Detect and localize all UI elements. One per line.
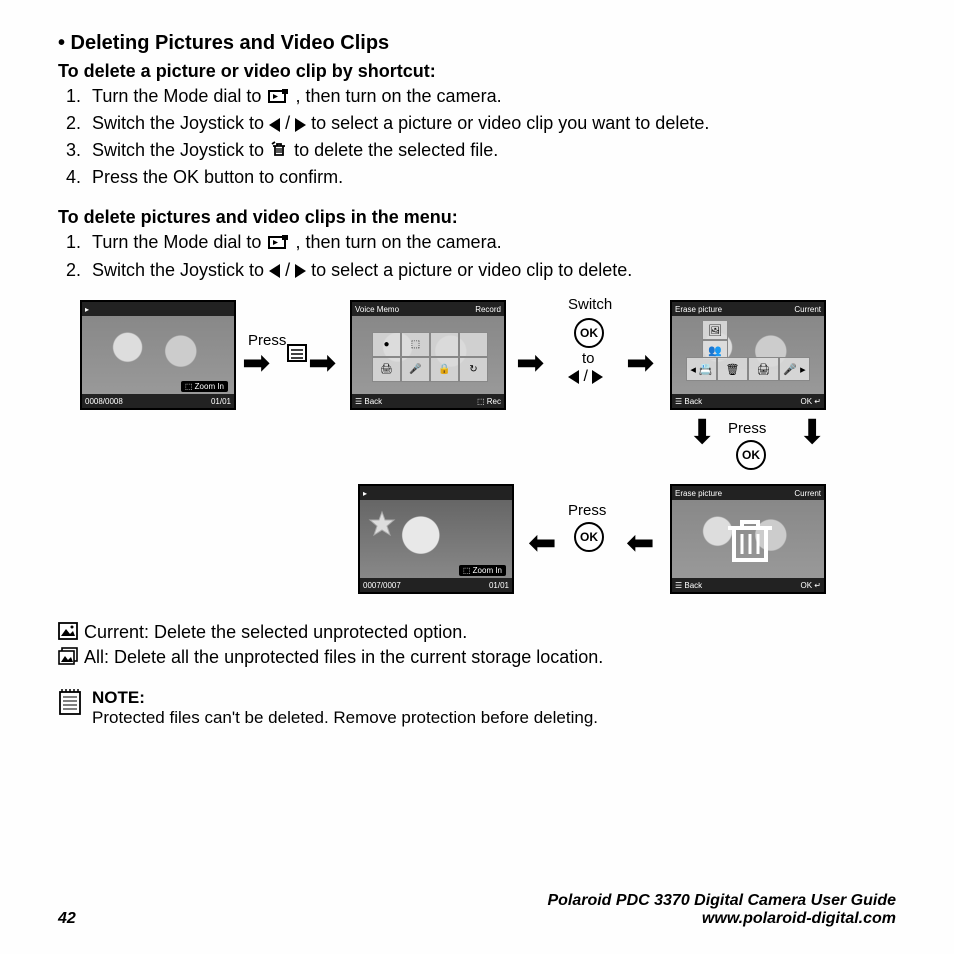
step-text: Turn the Mode dial to bbox=[92, 86, 266, 106]
right-arrow-icon bbox=[295, 264, 306, 278]
legend-current: Current: Delete the selected unprotected… bbox=[84, 622, 467, 643]
step-text: Switch the Joystick to bbox=[92, 140, 269, 160]
switch-label: Switch bbox=[568, 296, 612, 313]
screen-4: Erase pictureCurrent ☰ BackOK ↵ bbox=[670, 484, 826, 594]
ok-button-icon: OK bbox=[574, 522, 604, 552]
step-text: / bbox=[285, 113, 295, 133]
arrow-down-icon: ➡ bbox=[685, 417, 719, 446]
lr-arrows: / bbox=[568, 368, 603, 386]
footer-url: www.polaroid-digital.com bbox=[547, 910, 896, 928]
step-text: Switch the Joystick to bbox=[92, 260, 269, 280]
subheading-shortcut: To delete a picture or video clip by sho… bbox=[58, 61, 896, 82]
step-text: Switch the Joystick to bbox=[92, 113, 269, 133]
big-trash-icon bbox=[720, 516, 780, 566]
screen-3: Erase pictureCurrent 🖼👥 ◂ 📇🗑🖨🎤 ▸ ☰ BackO… bbox=[670, 300, 826, 410]
step-text: to delete the selected file. bbox=[294, 140, 498, 160]
subheading-menu: To delete pictures and video clips in th… bbox=[58, 207, 896, 228]
step-text: , then turn on the camera. bbox=[295, 232, 501, 252]
step-text: / bbox=[285, 260, 295, 280]
step-text: to select a picture or video clip you wa… bbox=[311, 113, 709, 133]
step-text: , then turn on the camera. bbox=[295, 86, 501, 106]
legend-all: All: Delete all the unprotected files in… bbox=[84, 647, 603, 668]
arrow-right-icon: ➡ bbox=[308, 346, 337, 380]
step-text: Press the OK button to confirm. bbox=[92, 165, 896, 189]
star-icon bbox=[368, 510, 396, 538]
trash-icon bbox=[271, 139, 287, 163]
footer-title: Polaroid PDC 3370 Digital Camera User Gu… bbox=[547, 892, 896, 910]
press-label: Press bbox=[728, 420, 766, 437]
page-footer: 42 Polaroid PDC 3370 Digital Camera User… bbox=[58, 892, 896, 928]
arrow-left-icon: ➡ bbox=[626, 526, 655, 560]
step-text: Turn the Mode dial to bbox=[92, 232, 266, 252]
note-label: NOTE: bbox=[92, 688, 598, 708]
zoom-label: ⬚ Zoom In bbox=[181, 381, 228, 392]
left-arrow-icon bbox=[269, 264, 280, 278]
all-icon bbox=[58, 647, 78, 670]
ok-button-icon: OK bbox=[736, 440, 766, 470]
playback-icon bbox=[268, 85, 288, 109]
menu-icon bbox=[286, 342, 308, 369]
section-title: • Deleting Pictures and Video Clips bbox=[58, 32, 896, 55]
page-number: 42 bbox=[58, 910, 76, 928]
right-arrow-icon bbox=[295, 118, 306, 132]
ok-button-icon: OK bbox=[574, 318, 604, 348]
left-arrow-icon bbox=[269, 118, 280, 132]
list-shortcut: 1. Turn the Mode dial to , then turn on … bbox=[66, 84, 896, 189]
zoom-label: ⬚ Zoom In bbox=[459, 565, 506, 576]
playback-icon bbox=[268, 231, 288, 255]
arrow-right-icon: ➡ bbox=[242, 346, 271, 380]
notepad-icon bbox=[58, 688, 82, 728]
arrow-right-icon: ➡ bbox=[626, 346, 655, 380]
screen-1: ▸ ⬚ Zoom In 0008/000801/01 bbox=[80, 300, 236, 410]
arrow-right-icon: ➡ bbox=[516, 346, 545, 380]
arrow-left-icon: ➡ bbox=[528, 526, 557, 560]
legend: Current: Delete the selected unprotected… bbox=[58, 622, 896, 670]
screen-5: ▸ ⬚ Zoom In 0007/000701/01 bbox=[358, 484, 514, 594]
list-menu: 1. Turn the Mode dial to , then turn on … bbox=[66, 230, 896, 282]
current-icon bbox=[58, 622, 78, 645]
screen-2: Voice MemoRecord ●⬚ 🖨🎤🔒↻ ☰ Back⬚ Rec bbox=[350, 300, 506, 410]
note-text: Protected files can't be deleted. Remove… bbox=[92, 708, 598, 728]
to-label: to bbox=[582, 350, 595, 367]
arrow-down-icon: ➡ bbox=[795, 417, 829, 446]
note-block: NOTE: Protected files can't be deleted. … bbox=[58, 688, 896, 728]
press-label: Press bbox=[568, 502, 606, 519]
flow-diagram: ▸ ⬚ Zoom In 0008/000801/01 Press ➡ ➡ Voi… bbox=[58, 294, 896, 614]
step-text: to select a picture or video clip to del… bbox=[311, 260, 632, 280]
